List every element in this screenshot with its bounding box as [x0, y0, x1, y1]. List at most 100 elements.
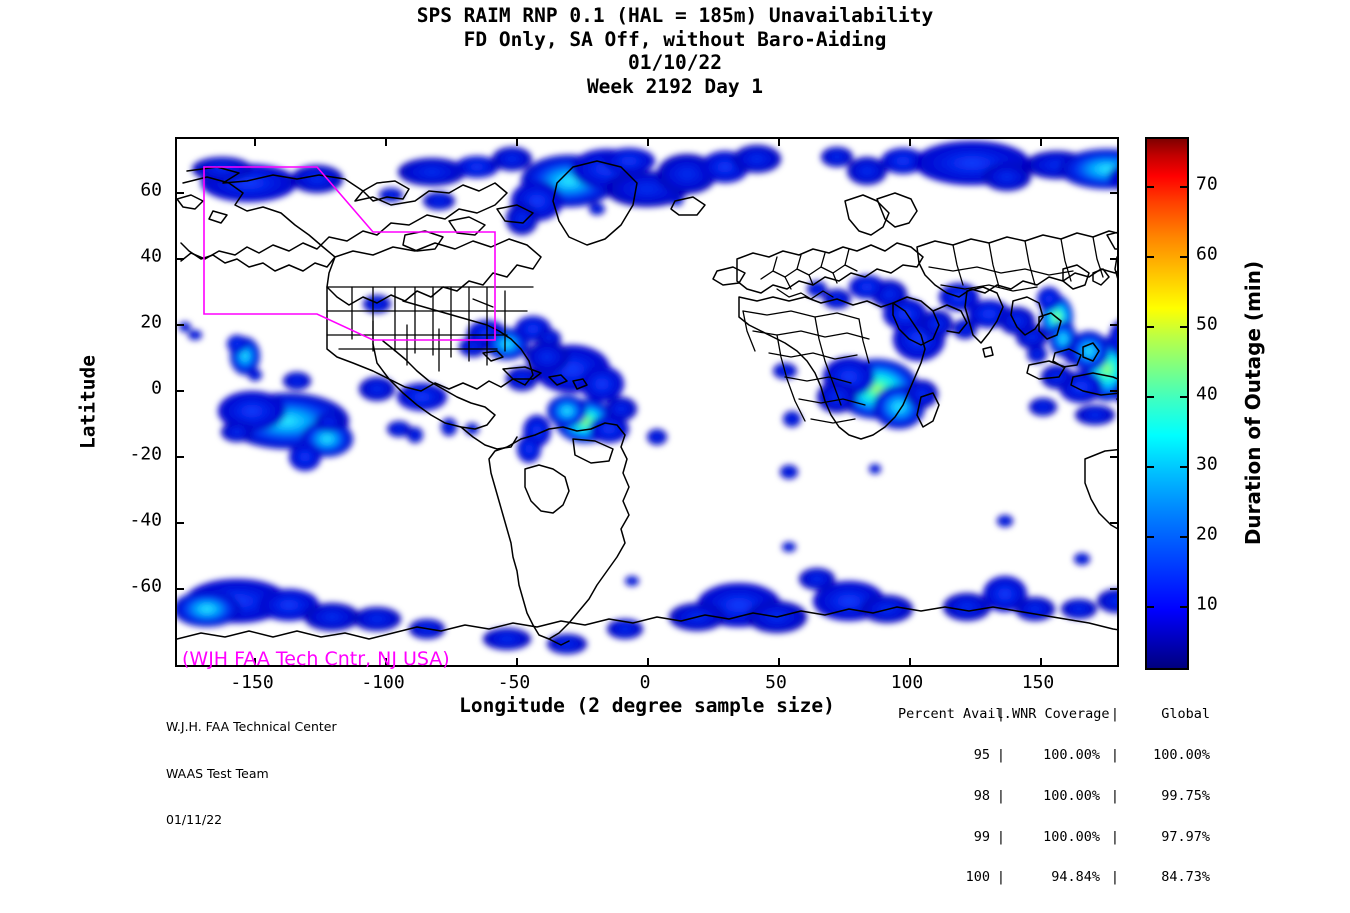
cell-avail: 100 — [965, 869, 990, 886]
xtick-mark — [778, 658, 780, 665]
colorbar-tick — [1147, 536, 1154, 538]
title-line-1: SPS RAIM RNP 0.1 (HAL = 185m) Unavailabi… — [416, 4, 934, 27]
colorbar-tick — [1180, 326, 1187, 328]
colorbar-tick — [1180, 466, 1187, 468]
cell-avail: 95 — [973, 746, 990, 763]
ytick-mark-right — [1110, 258, 1117, 260]
waas-coverage-polygon — [203, 166, 496, 341]
ytick-label: -20 — [129, 443, 162, 465]
header-percent-avail: Percent Avail. — [898, 706, 1012, 723]
table-row: 100 | 94.84% | 84.73% — [898, 871, 1210, 885]
xtick-label: 150 — [1021, 672, 1055, 693]
xtick-label: -50 — [497, 672, 531, 693]
credits-block: W.J.H. FAA Technical Center WAAS Test Te… — [166, 688, 337, 859]
colorbar-label: 10 — [1196, 593, 1218, 615]
cell-wnr: 94.84% — [1051, 869, 1100, 886]
ytick-mark — [177, 324, 184, 326]
x-axis-title: Longitude (2 degree sample size) — [459, 694, 835, 717]
ytick-mark — [177, 588, 184, 590]
xtick-mark-top — [778, 139, 780, 146]
ytick-mark — [177, 258, 184, 260]
ytick-mark — [177, 390, 184, 392]
colorbar-tick — [1180, 186, 1187, 188]
xtick-mark — [647, 658, 649, 665]
watermark-text: (WJH FAA Tech Cntr, NJ USA) — [182, 648, 450, 670]
cell-global: 100.00% — [1153, 746, 1210, 763]
ytick-label: 20 — [140, 311, 162, 333]
xtick-label: 50 — [765, 672, 787, 693]
title-line-3: 01/10/22 — [628, 51, 722, 74]
table-row: 98 | 100.00% | 99.75% — [898, 787, 1210, 804]
cell-sep: | — [1110, 869, 1120, 886]
ytick-mark-right — [1110, 324, 1117, 326]
xtick-label: -150 — [230, 672, 274, 693]
xtick-mark-top — [647, 139, 649, 146]
colorbar-tick — [1147, 326, 1154, 328]
map-plot-area — [175, 137, 1119, 667]
xtick-label: -100 — [361, 672, 405, 693]
xtick-mark-top — [909, 139, 911, 146]
colorbar-tick — [1180, 396, 1187, 398]
colorbar-tick — [1147, 186, 1154, 188]
table-header-row: Percent Avail.| WNR Coverage| Global — [898, 708, 1210, 722]
colorbar-label: 60 — [1196, 243, 1218, 265]
xtick-mark-top — [516, 139, 518, 146]
statistics-table: Percent Avail.| WNR Coverage| Global 95 | 10… — [898, 681, 1210, 912]
colorbar-tick — [1147, 256, 1154, 258]
cell-wnr: 100.00% — [1043, 746, 1100, 763]
cell-wnr: 100.00% — [1043, 787, 1100, 804]
colorbar-tick — [1147, 466, 1154, 468]
cell-sep: | — [1110, 746, 1120, 763]
colorbar — [1145, 137, 1189, 670]
ytick-mark — [177, 192, 184, 194]
xtick-mark-top — [254, 139, 256, 146]
title-line-2: FD Only, SA Off, without Baro-Aiding — [463, 27, 887, 51]
credit-line-2: WAAS Test Team — [166, 765, 269, 781]
ytick-mark-right — [1110, 390, 1117, 392]
header-global: Global — [1161, 706, 1210, 723]
ytick-mark-right — [1110, 588, 1117, 590]
colorbar-tick — [1180, 256, 1187, 258]
ytick-label: -40 — [129, 509, 162, 531]
xtick-mark — [254, 658, 256, 665]
xtick-mark — [516, 658, 518, 665]
xtick-label: 0 — [639, 672, 651, 693]
y-axis-title: Latitude — [76, 355, 100, 449]
table-row: 99 | 100.00% | 97.97% — [898, 828, 1210, 845]
xtick-mark-top — [1040, 139, 1042, 146]
outage-contours — [177, 141, 1117, 654]
ytick-mark — [177, 456, 184, 458]
xtick-mark — [1040, 658, 1042, 665]
credit-line-1: W.J.H. FAA Technical Center — [166, 719, 337, 734]
title-line-4: Week 2192 Day 1 — [586, 74, 764, 98]
colorbar-label: 30 — [1196, 453, 1218, 475]
cell-global: 84.73% — [1161, 869, 1210, 886]
ytick-label: -60 — [129, 575, 162, 597]
cell-sep: | — [996, 869, 1006, 886]
cell-sep: | — [1110, 787, 1120, 804]
cell-global: 99.75% — [1161, 787, 1210, 804]
cell-sep: | — [996, 746, 1006, 763]
table-row: 95 | 100.00% | 100.00% — [898, 746, 1210, 763]
ytick-label: 40 — [140, 245, 162, 267]
header-sep-1: | — [996, 706, 1006, 723]
cell-sep: | — [1110, 828, 1120, 845]
ytick-label: 60 — [140, 179, 162, 201]
chart-title-block: SPS RAIM RNP 0.1 (HAL = 185m) Unavailabi… — [0, 4, 1350, 98]
xtick-mark-top — [385, 139, 387, 146]
colorbar-label: 50 — [1196, 313, 1218, 335]
ytick-label: 0 — [151, 377, 162, 399]
ytick-mark-right — [1110, 192, 1117, 194]
cell-sep: | — [996, 787, 1006, 804]
colorbar-label: 70 — [1196, 173, 1218, 195]
xtick-mark — [385, 658, 387, 665]
header-wnr-coverage: WNR Coverage — [1012, 706, 1110, 723]
cell-avail: 99 — [973, 828, 990, 845]
ytick-mark-right — [1110, 522, 1117, 524]
colorbar-label: 20 — [1196, 523, 1218, 545]
colorbar-title: Duration of Outage (min) — [1241, 260, 1265, 546]
ytick-mark — [177, 522, 184, 524]
ytick-mark-right — [1110, 456, 1117, 458]
cell-wnr: 100.00% — [1043, 828, 1100, 845]
colorbar-label: 40 — [1196, 383, 1218, 405]
